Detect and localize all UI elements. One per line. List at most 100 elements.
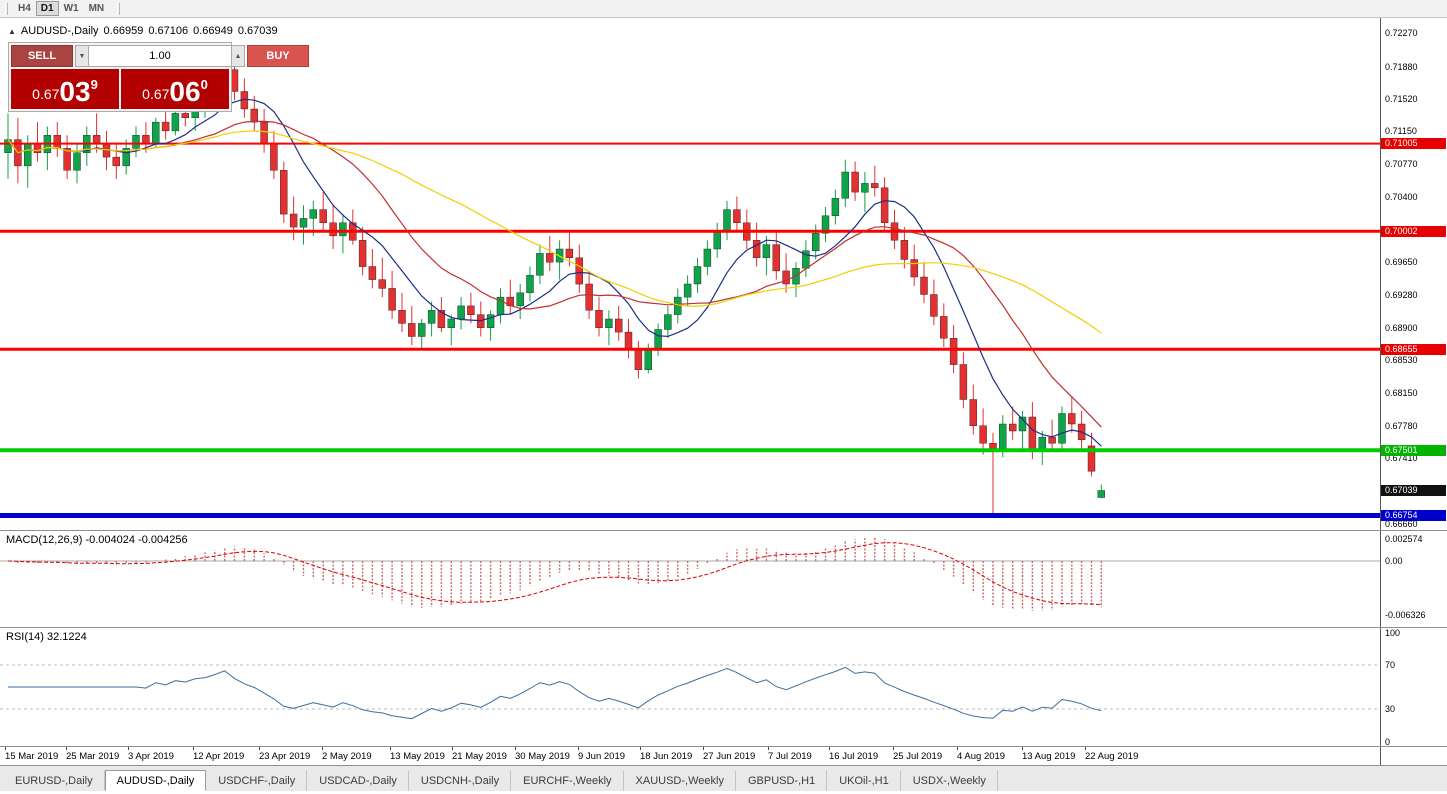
chart-tab[interactable]: EURCHF-,Weekly [511, 770, 624, 791]
price-tag: 0.70002 [1381, 226, 1446, 237]
volume-increase-icon[interactable]: ▲ [231, 45, 245, 67]
low-value: 0.66949 [193, 25, 233, 37]
date-label: 25 Jul 2019 [893, 751, 943, 762]
macd-chart [0, 536, 1380, 611]
price-axis-label: 0.68150 [1385, 388, 1418, 398]
date-label: 27 Jun 2019 [703, 751, 756, 762]
time-tick [768, 747, 769, 750]
time-tick [322, 747, 323, 750]
time-tick [5, 747, 6, 750]
macd-panel: MACD(12,26,9) -0.004024 -0.004256 0.0025… [0, 531, 1447, 628]
chart-tab[interactable]: GBPUSD-,H1 [736, 770, 828, 791]
time-tick [452, 747, 453, 750]
volume-decrease-icon[interactable]: ▼ [75, 45, 89, 67]
volume-stepper: ▼ ▲ [75, 45, 245, 67]
time-axis[interactable]: 15 Mar 2019 25 Mar 2019 3 Apr 2019 12 Apr 2… [0, 747, 1380, 765]
one-click-trading-widget: SELL ▼ ▲ BUY 0.67 03 9 0.67 06 0 [8, 42, 309, 112]
chart-tab[interactable]: USDX-,Weekly [901, 770, 998, 791]
rsi-axis-label: 70 [1385, 660, 1396, 670]
price-axis-label: 0.68900 [1385, 323, 1418, 333]
price-axis-label: 0.71520 [1385, 94, 1418, 104]
ask-price-box[interactable]: 0.67 06 0 [121, 69, 229, 109]
chart-tab[interactable]: UKOil-,H1 [827, 770, 901, 791]
chart-tab[interactable]: EURUSD-,Daily [3, 770, 105, 791]
main-chart-panel: ▲ AUDUSD-,Daily 0.66959 0.67106 0.66949 0.670… [0, 18, 1447, 531]
ask-pipette: 0 [200, 77, 208, 92]
timeframe-d1-button[interactable]: D1 [35, 1, 59, 16]
time-tick [703, 747, 704, 750]
rsi-axis-label: 100 [1385, 628, 1401, 638]
time-tick [193, 747, 194, 750]
price-axis[interactable]: 0.72270 0.71880 0.71520 0.71150 0.70770 0.704… [1380, 18, 1446, 530]
price-tag: 0.67501 [1381, 445, 1446, 456]
price-axis-label: 0.71150 [1385, 126, 1417, 136]
rsi-label: RSI(14) 32.1224 [6, 631, 87, 643]
date-label: 15 Mar 2019 [5, 751, 59, 762]
price-axis-label: 0.66660 [1385, 519, 1418, 529]
ohlc-info-line: ▲ AUDUSD-,Daily 0.66959 0.67106 0.66949 0.670… [8, 25, 283, 37]
open-value: 0.66959 [103, 25, 144, 37]
timeframe-h4-button[interactable]: H4 [13, 1, 36, 16]
symbol-marker-icon: ▲ [8, 27, 16, 36]
rsi-chart [0, 664, 1380, 720]
time-tick [66, 747, 67, 750]
date-label: 7 Jul 2019 [768, 751, 812, 762]
rsi-axis[interactable]: 100 70 30 0 [1380, 628, 1446, 746]
time-tick [128, 747, 129, 750]
time-tick [578, 747, 579, 750]
date-label: 30 May 2019 [515, 751, 570, 762]
date-axis-row: 15 Mar 2019 25 Mar 2019 3 Apr 2019 12 Apr 2… [0, 747, 1447, 766]
price-axis-label: 0.70400 [1385, 192, 1418, 202]
time-tick [893, 747, 894, 750]
rsi-chart-canvas[interactable]: RSI(14) 32.1224 [0, 628, 1380, 746]
price-chart-canvas[interactable]: ▲ AUDUSD-,Daily 0.66959 0.67106 0.66949 0.670… [0, 18, 1380, 530]
price-axis-label: 0.67780 [1385, 421, 1418, 431]
date-label: 25 Mar 2019 [66, 751, 120, 762]
time-tick [259, 747, 260, 750]
macd-axis-label: -0.006326 [1385, 610, 1426, 620]
chart-tab[interactable]: AUDUSD-,Daily [104, 770, 207, 791]
volume-input[interactable] [89, 45, 231, 67]
chart-tab[interactable]: USDCAD-,Daily [307, 770, 409, 791]
date-label: 16 Jul 2019 [829, 751, 879, 762]
chart-tab[interactable]: USDCHF-,Daily [206, 770, 308, 791]
date-label: 23 Apr 2019 [259, 751, 311, 762]
candlestick-chart[interactable] [0, 18, 1380, 530]
macd-axis-label: 0.002574 [1385, 534, 1423, 544]
rsi-axis-label: 30 [1385, 704, 1396, 714]
chart-tab-bar: EURUSD-,Daily AUDUSD-,Daily USDCHF-,Daily U… [0, 766, 1447, 791]
rsi-axis-label: 0 [1385, 737, 1391, 746]
bid-big-digits: 03 [59, 76, 91, 108]
sell-button[interactable]: SELL [11, 45, 73, 67]
buy-button[interactable]: BUY [247, 45, 309, 67]
bid-base: 0.67 [32, 86, 60, 102]
timeframe-mn-button[interactable]: MN [84, 1, 110, 16]
price-tag: 0.68655 [1381, 344, 1446, 355]
date-label: 3 Apr 2019 [128, 751, 174, 762]
macd-axis[interactable]: 0.002574 0.00 -0.006326 [1380, 531, 1446, 627]
time-tick [829, 747, 830, 750]
date-label: 2 May 2019 [322, 751, 372, 762]
macd-chart-canvas[interactable]: MACD(12,26,9) -0.004024 -0.004256 [0, 531, 1380, 627]
macd-label: MACD(12,26,9) -0.004024 -0.004256 [6, 534, 188, 546]
price-axis-label: 0.72270 [1385, 28, 1418, 38]
date-label: 13 Aug 2019 [1022, 751, 1076, 762]
price-tag: 0.67039 [1381, 485, 1446, 496]
high-value: 0.67106 [148, 25, 189, 37]
bid-price-box[interactable]: 0.67 03 9 [11, 69, 119, 109]
time-tick [390, 747, 391, 750]
toolbar-grip-icon[interactable] [5, 2, 8, 15]
toolbar-grip-icon[interactable] [117, 2, 121, 15]
price-axis-label: 0.70770 [1385, 159, 1418, 169]
bid-pipette: 9 [90, 77, 98, 92]
price-tag: 0.71005 [1381, 138, 1446, 149]
rsi-panel: RSI(14) 32.1224 100 70 30 0 [0, 628, 1447, 747]
price-axis-label: 0.69650 [1385, 257, 1418, 267]
date-label: 13 May 2019 [390, 751, 445, 762]
time-tick [1022, 747, 1023, 750]
chart-tab[interactable]: XAUUSD-,Weekly [624, 770, 736, 791]
chart-tab[interactable]: USDCNH-,Daily [409, 770, 512, 791]
price-axis-label: 0.71880 [1385, 62, 1418, 72]
timeframe-w1-button[interactable]: W1 [59, 1, 84, 16]
date-label: 9 Jun 2019 [578, 751, 626, 762]
